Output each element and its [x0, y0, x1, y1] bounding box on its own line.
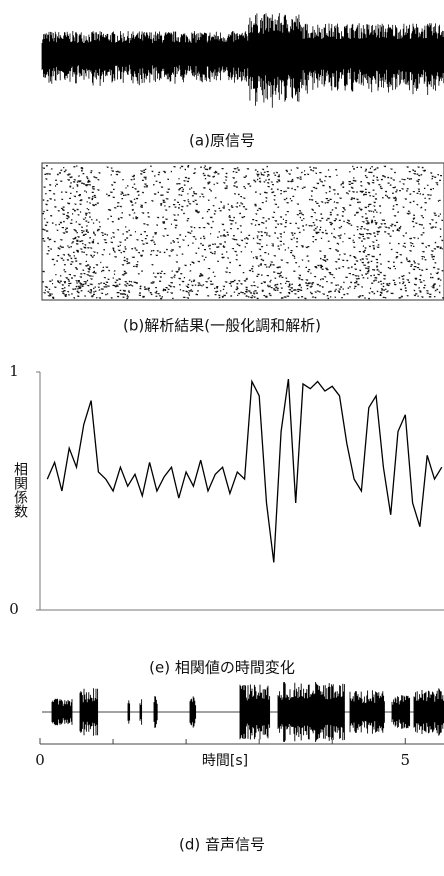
- y-tick-label: 1: [9, 362, 19, 380]
- x-axis-label: 時間[s]: [202, 753, 248, 769]
- axis-frame: [39, 372, 444, 611]
- y-tick-label: 0: [9, 600, 19, 618]
- waveform: [51, 682, 444, 742]
- caption: (d) 音声信号: [179, 836, 265, 854]
- spectrogram-frame: [41, 162, 444, 301]
- caption: (b)解析結果(一般化調和解析): [123, 317, 321, 335]
- spectrogram: [41, 165, 444, 300]
- x-tick-label: 0: [35, 751, 45, 769]
- caption: (e) 相関値の時間変化: [149, 659, 295, 677]
- decoration: [41, 13, 444, 742]
- caption: (a)原信号: [189, 132, 255, 150]
- line: [46, 379, 443, 563]
- x-tick-label: 5: [401, 751, 411, 769]
- waveform: [41, 13, 444, 108]
- y-axis-label: 相関係数: [12, 462, 28, 518]
